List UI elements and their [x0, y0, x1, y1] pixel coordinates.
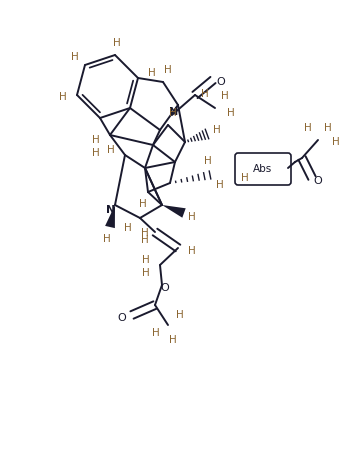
Text: H: H	[176, 310, 184, 320]
Text: H: H	[304, 123, 312, 133]
Polygon shape	[105, 205, 115, 228]
Text: N: N	[169, 107, 179, 117]
Text: O: O	[216, 77, 226, 87]
Text: H: H	[169, 108, 177, 118]
Text: H: H	[188, 246, 196, 256]
Text: H: H	[139, 199, 147, 209]
Text: H: H	[142, 268, 150, 278]
Polygon shape	[162, 205, 186, 218]
Text: H: H	[201, 89, 209, 99]
Text: H: H	[141, 235, 149, 245]
Text: H: H	[332, 137, 340, 147]
Text: H: H	[92, 135, 100, 145]
Text: H: H	[113, 38, 121, 48]
Text: H: H	[124, 223, 132, 233]
Text: H: H	[92, 148, 100, 158]
Text: O: O	[161, 283, 169, 293]
Text: H: H	[71, 52, 79, 62]
Text: H: H	[169, 335, 177, 345]
Text: H: H	[221, 91, 229, 101]
Text: H: H	[324, 123, 332, 133]
Text: H: H	[213, 125, 221, 135]
Text: H: H	[164, 65, 172, 75]
Text: H: H	[241, 173, 249, 183]
Text: H: H	[227, 108, 235, 118]
Text: H: H	[148, 68, 156, 78]
Text: H: H	[216, 180, 224, 190]
Text: O: O	[314, 176, 322, 186]
Text: O: O	[118, 313, 126, 323]
Text: H: H	[103, 234, 111, 244]
Text: H: H	[59, 92, 67, 102]
Text: H: H	[204, 156, 212, 166]
Text: H: H	[188, 212, 196, 222]
Text: H: H	[142, 255, 150, 265]
Text: H: H	[107, 145, 115, 155]
Text: H: H	[152, 328, 160, 338]
FancyBboxPatch shape	[235, 153, 291, 185]
Text: Abs: Abs	[253, 164, 272, 174]
Text: N: N	[106, 205, 116, 215]
Text: H: H	[141, 228, 149, 238]
